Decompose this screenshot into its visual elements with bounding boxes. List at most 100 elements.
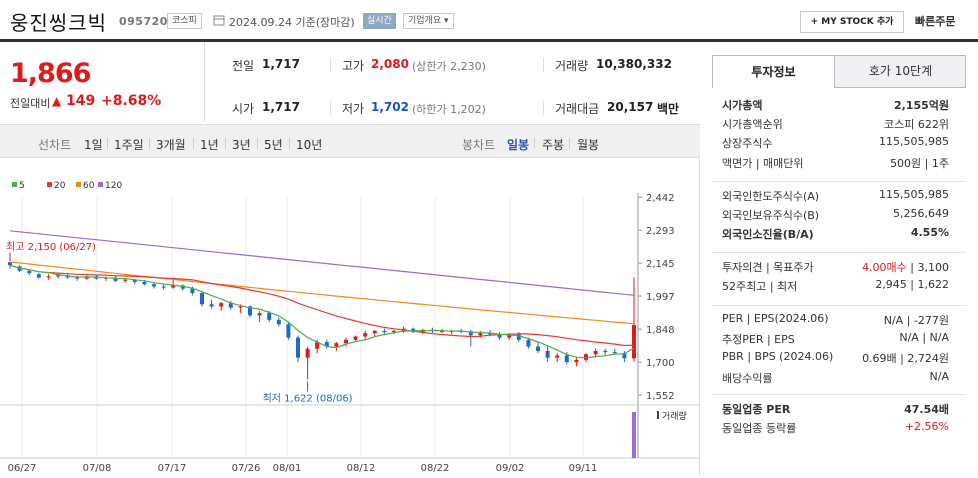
up-arrow-icon: ▲ xyxy=(52,94,62,108)
moving-average-line xyxy=(9,264,635,347)
tab-orderbook[interactable]: 호가 10단계 xyxy=(868,64,933,78)
section-divider xyxy=(712,181,966,182)
candle-daily[interactable]: 일봉 xyxy=(507,138,530,152)
candle-body xyxy=(593,350,598,355)
candle-body xyxy=(56,275,60,277)
info-value: +2.56% xyxy=(904,420,949,434)
candle-body xyxy=(334,343,339,347)
section-divider xyxy=(712,252,966,253)
volume-value: 10,380,332 xyxy=(596,57,672,71)
legend-swatch xyxy=(98,182,103,187)
candle-body xyxy=(488,333,492,335)
candle-body xyxy=(142,281,147,285)
candlestick-chart: 5 20 60 120 2,442 2,293 2,145 1,997 1,848 1,700 1,… xyxy=(0,181,700,474)
quick-order-button[interactable]: 빠른주문 xyxy=(915,15,956,28)
candle-body xyxy=(507,334,512,338)
candle-body xyxy=(46,276,51,278)
chevron-down-icon: ▾ xyxy=(441,16,449,26)
legend-swatch xyxy=(12,182,17,187)
candle-body xyxy=(478,333,483,336)
line-chart-tab[interactable]: 선차트 xyxy=(38,138,72,152)
divider xyxy=(107,138,108,149)
add-mystock-label: MY STOCK 추가 xyxy=(821,17,894,27)
candle-body xyxy=(382,330,387,333)
x-tick-label: 07/17 xyxy=(158,463,187,474)
info-value: 코스피 622위 xyxy=(884,118,949,132)
x-tick-label: 08/01 xyxy=(273,463,302,474)
info-label: PBR | BPS (2024.06) xyxy=(722,350,834,364)
period-1w[interactable]: 1주일 xyxy=(114,138,144,152)
candle-body xyxy=(353,336,358,340)
stock-name: 웅진씽크빅 xyxy=(10,11,107,35)
tab-investment-info[interactable]: 투자정보 xyxy=(712,55,835,88)
x-tick-label: 06/27 xyxy=(8,463,37,474)
volume-legend-icon xyxy=(657,411,659,419)
info-value: 0.69배 | 2,724원 xyxy=(862,352,949,366)
candle-body xyxy=(113,277,118,281)
info-value: 115,505,985 xyxy=(879,188,949,201)
candle-body xyxy=(603,350,608,353)
legend-swatch xyxy=(47,182,52,187)
divider xyxy=(543,58,544,72)
x-tick-label: 08/12 xyxy=(347,463,376,474)
market-tag: 코스피 xyxy=(167,13,202,29)
calendar-icon xyxy=(213,15,225,26)
volume-bar xyxy=(632,412,636,458)
info-value: 2,155억원 xyxy=(893,99,949,112)
candle-body xyxy=(238,306,243,308)
period-3y[interactable]: 3년 xyxy=(232,138,251,152)
divider xyxy=(257,138,258,149)
candle-body xyxy=(267,313,272,320)
period-3m[interactable]: 3개월 xyxy=(156,138,186,152)
candle-body xyxy=(564,355,569,363)
period-10y[interactable]: 10년 xyxy=(296,138,323,152)
divider xyxy=(569,138,570,149)
info-value: N/A | N/A xyxy=(899,331,949,345)
open-label: 시가 xyxy=(232,102,255,116)
candle-body xyxy=(622,353,627,359)
candle-body xyxy=(363,333,368,337)
x-tick-label: 08/22 xyxy=(421,463,450,474)
period-5y[interactable]: 5년 xyxy=(264,138,283,152)
divider xyxy=(149,138,150,149)
candle-body xyxy=(132,279,137,282)
candle-chart-tab[interactable]: 봉차트 xyxy=(462,138,496,152)
candle-body xyxy=(536,346,540,351)
lower-limit: (하한가 1,202) xyxy=(412,103,486,116)
volume-label: 거래량 xyxy=(555,59,589,73)
candle-body xyxy=(8,261,12,266)
company-overview-dropdown[interactable]: 기업개요 ▾ xyxy=(403,13,454,29)
info-label: 상장주식수 xyxy=(722,137,773,151)
info-value: 500원 | 1주 xyxy=(890,156,949,170)
period-1y[interactable]: 1년 xyxy=(200,138,219,152)
candle-weekly[interactable]: 주봉 xyxy=(542,138,565,152)
candle-body xyxy=(152,284,156,287)
legend-label: 20 xyxy=(54,181,66,191)
high-value: 2,080 xyxy=(371,57,409,71)
candle-body xyxy=(171,285,176,288)
candle-monthly[interactable]: 월봉 xyxy=(577,138,600,152)
info-value: 5,256,649 xyxy=(893,207,949,221)
y-tick-label: 1,700 xyxy=(646,358,675,369)
candle-body xyxy=(516,334,521,340)
realtime-badge[interactable]: 실시간 xyxy=(363,13,396,29)
high-label: 고가 xyxy=(342,59,365,73)
moving-average-line xyxy=(9,230,635,296)
open-value: 1,717 xyxy=(262,100,300,114)
info-label: 52주최고 | 최저 xyxy=(722,280,798,294)
stock-code: 095720 xyxy=(119,15,168,28)
y-tick-label: 2,442 xyxy=(646,193,675,204)
section-divider xyxy=(712,394,966,395)
candle-body xyxy=(276,319,281,325)
candle-body xyxy=(392,330,396,333)
high-annotation: 최고 2,150 (06/27) xyxy=(6,241,96,253)
section-divider xyxy=(712,305,966,306)
period-1d[interactable]: 1일 xyxy=(84,138,103,152)
candle-body xyxy=(555,355,560,358)
info-value: 4.55% xyxy=(910,226,949,240)
add-mystock-button[interactable]: + MY STOCK 추가 xyxy=(800,11,904,33)
candle-body xyxy=(372,330,377,334)
change-value: 149 xyxy=(66,93,96,109)
info-value: 115,505,985 xyxy=(879,135,949,149)
candle-body xyxy=(305,348,310,358)
